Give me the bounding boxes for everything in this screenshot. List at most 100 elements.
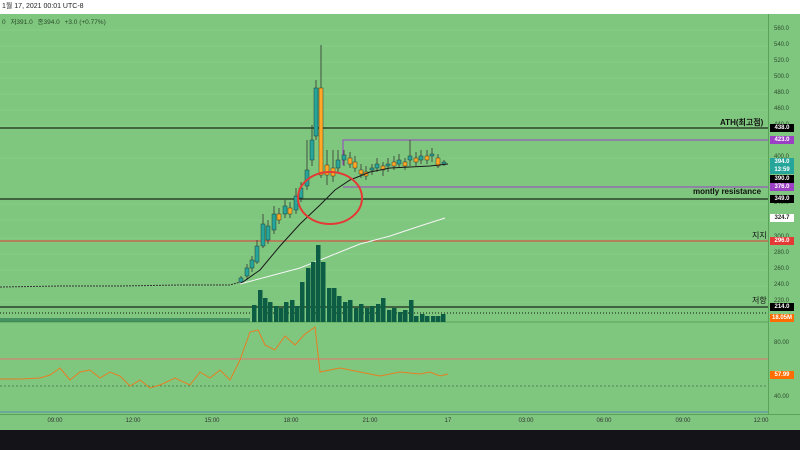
ohlc-value-2: 종394.0 (37, 19, 60, 26)
volume-bar (398, 312, 403, 322)
price-tick-label: 460.0 (774, 106, 790, 112)
volume-bar (354, 308, 359, 322)
volume-bar (409, 300, 414, 322)
monthly-resistance-label: montly resistance (693, 187, 762, 196)
candle-body (441, 161, 447, 165)
volume-bar (337, 296, 342, 322)
volume-bar (392, 308, 397, 322)
volume-baseline (0, 318, 250, 322)
candle-body (429, 153, 435, 157)
price-tick-label: 560.0 (774, 26, 790, 32)
chart-area[interactable] (0, 14, 768, 414)
price-tick-label: 400.0 (774, 154, 790, 160)
price-tick-label: 340.0 (774, 200, 790, 206)
candle-body (435, 157, 441, 167)
ohlc-value-3: +3.0 (+0.77%) (64, 19, 106, 26)
support-label: 지지 (752, 231, 767, 240)
candle-body (282, 205, 288, 215)
candle-body (318, 87, 324, 176)
ohlc-value-1: 저391.0 (10, 19, 33, 26)
volume-bar (290, 300, 295, 322)
candle-body (265, 225, 271, 241)
level-tag: 390.0 (770, 175, 794, 183)
ohlc-readout: 0 저391.0 종394.0 +3.0 (+0.77%) (2, 16, 109, 26)
candle-body (407, 155, 413, 161)
bottom-bar (0, 430, 800, 450)
candle-body (369, 167, 375, 171)
volume-bar (370, 306, 375, 322)
volume-bar (321, 262, 326, 322)
top-bar: 1월 17, 2021 00:01 UTC-8 (0, 0, 800, 14)
volume-bar (359, 304, 364, 322)
price-tick-label: 520.0 (774, 58, 790, 64)
level-tag: 423.0 (770, 136, 794, 144)
time-tick-label: 09:00 (47, 418, 63, 424)
time-tick-label: 18:00 (283, 418, 299, 424)
volume-bar (376, 304, 381, 322)
level-tag: 349.0 (770, 195, 794, 203)
volume-bar (431, 316, 436, 322)
candle-body (396, 159, 402, 165)
price-tick-label: 480.0 (774, 90, 790, 96)
candle-body (413, 157, 419, 163)
price-tick-label: 540.0 (774, 42, 790, 48)
level-tag: 57.99 (770, 371, 794, 379)
volume-bar (387, 310, 392, 322)
header-datetime: 1월 17, 2021 00:01 UTC-8 (2, 3, 84, 10)
candle-body (287, 207, 293, 215)
volume-bar (306, 268, 311, 322)
time-tick-label: 09:00 (675, 418, 691, 424)
candle-body (276, 213, 282, 221)
time-tick-label: 03:00 (518, 418, 534, 424)
candle-body (424, 155, 430, 161)
time-tick-label: 15:00 (204, 418, 220, 424)
level-tag: 438.0 (770, 124, 794, 132)
volume-bar (311, 262, 316, 322)
volume-bar (284, 302, 289, 322)
volume-bar (403, 310, 408, 322)
candle-body (347, 157, 353, 165)
level-tag: 394.0 (770, 158, 794, 166)
candle-body (309, 139, 315, 161)
candle-body (335, 159, 341, 169)
price-tick-label: 260.0 (774, 266, 790, 272)
volume-bar (252, 305, 257, 322)
time-tick-label: 17 (444, 418, 452, 424)
volume-bar (425, 316, 430, 322)
level-tag: 324.7 (770, 214, 794, 222)
price-tick-label: 40.00 (774, 394, 790, 400)
candle-body (238, 277, 244, 283)
candle-body (260, 223, 266, 247)
candle-body (249, 259, 255, 269)
volume-bar (343, 302, 348, 322)
candle-body (244, 267, 250, 277)
level-tag: 18.05M (770, 314, 794, 322)
level-tag: 376.0 (770, 183, 794, 191)
ath-label: ATH(최고점) (720, 118, 764, 127)
candle-body (254, 245, 260, 263)
candle-body (352, 161, 358, 169)
price-tick-label: 280.0 (774, 250, 790, 256)
volume-bar (381, 298, 386, 322)
candle-body (402, 161, 408, 167)
candle-body (418, 155, 424, 161)
ohlc-value-0: 0 (2, 19, 6, 26)
price-baseline (0, 281, 241, 288)
level-tag: 214.0 (770, 303, 794, 311)
candle-body (313, 87, 319, 137)
time-axis[interactable] (0, 414, 800, 430)
price-tick-label: 500.0 (774, 74, 790, 80)
volume-bar (420, 314, 425, 322)
ma-short-line (239, 163, 449, 285)
volume-bar (274, 306, 279, 322)
volume-bar (279, 308, 284, 322)
candle-body (374, 163, 380, 169)
highlight-circle (297, 171, 363, 225)
candle-body (358, 169, 364, 175)
candle-body (385, 163, 391, 167)
volume-bar (365, 308, 370, 322)
rsi-line (0, 326, 449, 389)
candle-body (380, 165, 386, 171)
